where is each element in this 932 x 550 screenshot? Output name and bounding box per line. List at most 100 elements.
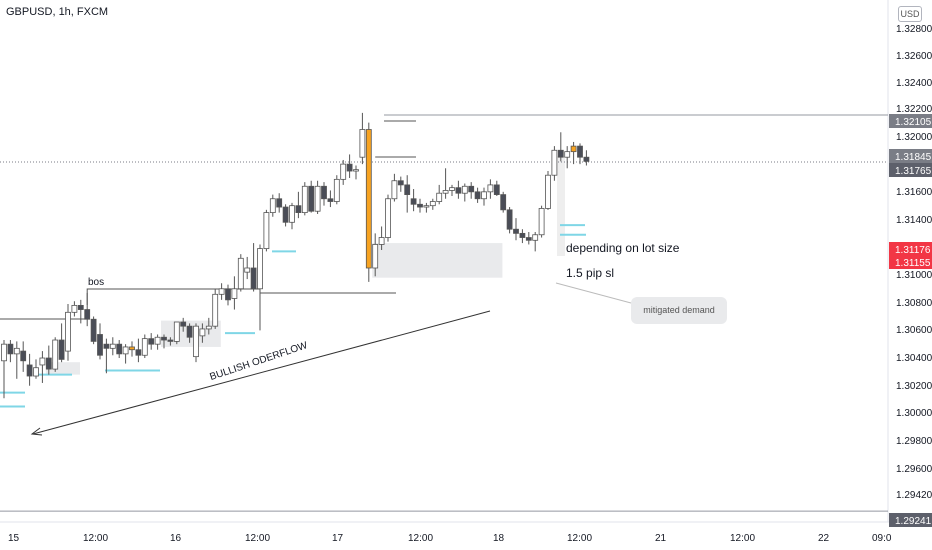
price-tick-label: 1.29600 [896,464,932,475]
candle-body [135,349,142,356]
candle-body [186,325,193,338]
candle-body [429,201,436,207]
price-tick-label: 1.29420 [896,490,932,501]
candle-body [20,350,27,362]
candle-body [52,339,59,370]
candle-body [193,325,199,358]
candle-body [161,336,167,341]
price-tick-label: 1.32200 [896,104,932,115]
candle-body [308,185,315,212]
price-tag-label: 1.31845 [895,152,932,163]
candle-body [410,198,417,205]
candle-body [45,357,52,370]
candle-body [90,318,97,342]
candle-body [129,346,135,351]
pip-sl-note: 1.5 pip sl [566,266,615,280]
currency-button[interactable]: USD [898,6,922,22]
candle-body [289,205,295,223]
callout-pointer [555,282,632,304]
candle-body [109,343,116,349]
candle-body [513,228,519,234]
candle-body [327,198,334,202]
time-tick-label: 12:00 [730,533,755,544]
candle-body [487,184,494,193]
candle-body [250,267,257,290]
candle-body [525,237,532,241]
candle-body [493,184,500,195]
candle-body [122,346,129,355]
price-tick-label: 1.31600 [896,187,932,198]
sl-zone [557,156,565,256]
candle-body [372,244,379,269]
candle-body [173,321,180,342]
candle-body [423,205,430,208]
candle-body [346,163,353,172]
price-tag-label: 1.32105 [895,117,932,128]
candle-body [461,185,468,194]
candle-body [385,198,391,238]
price-tick-label: 1.32400 [896,78,932,89]
candle-body [301,185,308,214]
price-tag [889,242,932,256]
price-tag [889,513,932,527]
candle-body [276,198,283,208]
candle-body [557,149,564,158]
candle-body [282,206,289,223]
time-tick-label: 22 [818,533,830,544]
symbol-label: GBPUSD, 1h, FXCM [6,6,109,18]
price-tick-label: 1.31000 [896,270,932,281]
candle-body [1,343,7,362]
candle-body [359,129,366,158]
orderflow-arrow-line [32,310,491,435]
time-tick-label: 17 [332,533,344,544]
price-tick-label: 1.30600 [896,325,932,336]
price-tick-label: 1.32000 [896,132,932,143]
candle-body [212,293,219,327]
price-tag [889,255,932,269]
candle-body [97,334,103,356]
candle-body [205,325,212,330]
price-tag-label: 1.31176 [895,245,931,256]
price-tick-label: 1.32600 [896,51,932,62]
candle-body [455,187,462,194]
candle-body [225,288,231,301]
candle-body [583,156,590,162]
candle-body [7,343,14,355]
candle-body [417,203,423,208]
candle-body [365,129,372,269]
candle-body [340,163,347,180]
candle-body [314,185,321,212]
candle-body [500,194,507,211]
time-tick-label: 21 [655,533,667,544]
price-tick-label: 1.30800 [896,298,932,309]
candle-body [397,180,404,186]
price-tick-label: 1.30400 [896,353,932,364]
candle-body [468,185,475,193]
candle-body [436,192,443,202]
time-tick-label: 12:00 [83,533,108,544]
candle-body [148,338,155,345]
candle-body [577,145,583,158]
candle-body [257,248,263,290]
candle-body [442,190,449,194]
price-tag-label: 1.31155 [895,258,931,269]
time-tick-label: 15 [8,533,20,544]
candle-body [180,321,187,327]
orderflow-arrow-head [30,427,43,436]
candle-body [244,267,251,273]
demand-zone [372,243,503,278]
candle-body [449,187,455,191]
time-tick-label: 12:00 [408,533,433,544]
price-tick-label: 1.31400 [896,215,932,226]
candle-body [378,237,385,245]
candle-body [103,343,110,349]
candle-body [77,304,84,310]
price-tick-label: 1.30000 [896,408,932,419]
candle-body [269,198,276,213]
candle-body [551,149,558,176]
candle-body [58,339,65,360]
candle-body [33,367,39,377]
candle-body [391,180,398,200]
time-tick-label: 12:00 [567,533,592,544]
